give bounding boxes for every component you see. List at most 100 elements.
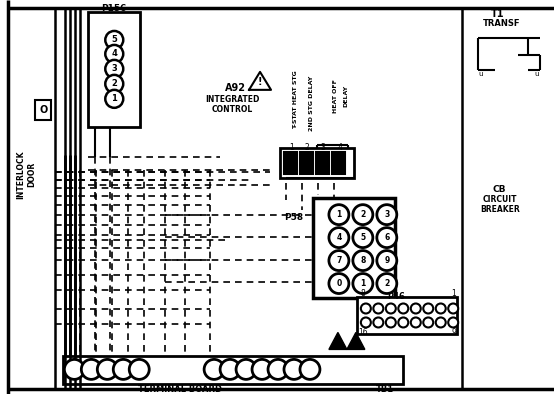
Circle shape xyxy=(353,228,373,248)
Circle shape xyxy=(377,228,397,248)
Text: 2: 2 xyxy=(360,210,366,219)
Text: O: O xyxy=(291,367,296,372)
Text: 0: 0 xyxy=(336,279,341,288)
Text: G: G xyxy=(105,367,110,372)
Text: 2ND STG DELAY: 2ND STG DELAY xyxy=(310,75,315,130)
Bar xyxy=(284,152,297,174)
Polygon shape xyxy=(249,72,271,90)
Circle shape xyxy=(353,274,373,293)
Text: 3: 3 xyxy=(111,64,117,73)
Circle shape xyxy=(436,318,446,327)
Circle shape xyxy=(353,205,373,225)
Text: u: u xyxy=(534,71,539,77)
Text: 4: 4 xyxy=(337,143,342,152)
Circle shape xyxy=(423,318,433,327)
Text: TRANSF: TRANSF xyxy=(483,19,520,28)
Circle shape xyxy=(411,318,421,327)
Circle shape xyxy=(129,359,149,379)
Circle shape xyxy=(105,90,123,108)
Circle shape xyxy=(398,303,408,314)
Text: P46: P46 xyxy=(387,292,405,301)
Text: 1: 1 xyxy=(360,279,366,288)
Circle shape xyxy=(423,303,433,314)
Circle shape xyxy=(105,60,123,78)
Text: CB: CB xyxy=(493,185,506,194)
Circle shape xyxy=(105,31,123,49)
Text: Y2: Y2 xyxy=(119,367,127,372)
Text: TB1: TB1 xyxy=(376,385,394,394)
Circle shape xyxy=(377,205,397,225)
Bar xyxy=(332,152,345,174)
Text: HEAT OFF: HEAT OFF xyxy=(334,79,338,113)
Circle shape xyxy=(300,359,320,379)
Circle shape xyxy=(204,359,224,379)
Circle shape xyxy=(220,359,240,379)
Text: DELAY: DELAY xyxy=(343,85,348,107)
Bar xyxy=(357,297,456,335)
Text: 3: 3 xyxy=(384,210,389,219)
Circle shape xyxy=(284,359,304,379)
Circle shape xyxy=(361,303,371,314)
Circle shape xyxy=(81,359,101,379)
Text: INTEGRATED: INTEGRATED xyxy=(205,95,259,104)
Text: CONTROL: CONTROL xyxy=(212,105,253,114)
Circle shape xyxy=(373,303,383,314)
Text: !: ! xyxy=(258,77,262,87)
Text: 2: 2 xyxy=(305,143,309,152)
Text: 7: 7 xyxy=(336,256,342,265)
Bar xyxy=(88,12,140,127)
Text: 8: 8 xyxy=(361,289,365,298)
Circle shape xyxy=(373,318,383,327)
Text: M: M xyxy=(259,367,265,372)
Circle shape xyxy=(105,45,123,63)
Text: 1: 1 xyxy=(111,94,117,103)
Text: TERMINAL BOARD: TERMINAL BOARD xyxy=(138,385,222,394)
Text: A92: A92 xyxy=(224,83,245,93)
Circle shape xyxy=(353,250,373,271)
Text: T1: T1 xyxy=(491,9,504,19)
Text: 16: 16 xyxy=(358,328,368,337)
Text: W2: W2 xyxy=(86,367,96,372)
Circle shape xyxy=(329,250,349,271)
Circle shape xyxy=(329,205,349,225)
Circle shape xyxy=(377,274,397,293)
Circle shape xyxy=(64,359,84,379)
Text: P156: P156 xyxy=(101,4,127,13)
Circle shape xyxy=(386,318,396,327)
Bar xyxy=(280,148,354,178)
Text: 4: 4 xyxy=(336,233,341,242)
Bar xyxy=(300,152,313,174)
Text: 2: 2 xyxy=(384,279,389,288)
Circle shape xyxy=(105,75,123,93)
Text: DS: DS xyxy=(305,367,314,372)
Bar xyxy=(63,356,403,384)
Polygon shape xyxy=(347,333,365,350)
Bar xyxy=(316,152,329,174)
Text: 8: 8 xyxy=(360,256,366,265)
Text: 1: 1 xyxy=(290,143,294,152)
Text: DOOR: DOOR xyxy=(27,162,36,187)
Circle shape xyxy=(252,359,272,379)
Circle shape xyxy=(268,359,288,379)
Text: Y1: Y1 xyxy=(135,367,143,372)
Circle shape xyxy=(386,303,396,314)
Text: !: ! xyxy=(354,340,357,346)
Text: 6: 6 xyxy=(384,233,389,242)
Circle shape xyxy=(377,250,397,271)
Text: !: ! xyxy=(336,340,340,346)
Text: 9: 9 xyxy=(384,256,389,265)
Bar xyxy=(313,198,395,297)
Text: 9: 9 xyxy=(452,328,456,337)
Circle shape xyxy=(361,318,371,327)
Text: 1: 1 xyxy=(244,367,248,372)
Text: T-STAT HEAT STG: T-STAT HEAT STG xyxy=(294,70,299,129)
Circle shape xyxy=(436,303,446,314)
Text: 3: 3 xyxy=(320,143,325,152)
Text: 1: 1 xyxy=(336,210,341,219)
Text: 5: 5 xyxy=(360,233,366,242)
Text: 1: 1 xyxy=(452,289,456,298)
Polygon shape xyxy=(329,333,347,350)
Text: R: R xyxy=(228,367,232,372)
Text: INTERLOCK: INTERLOCK xyxy=(16,150,25,199)
Text: 5: 5 xyxy=(111,36,117,44)
